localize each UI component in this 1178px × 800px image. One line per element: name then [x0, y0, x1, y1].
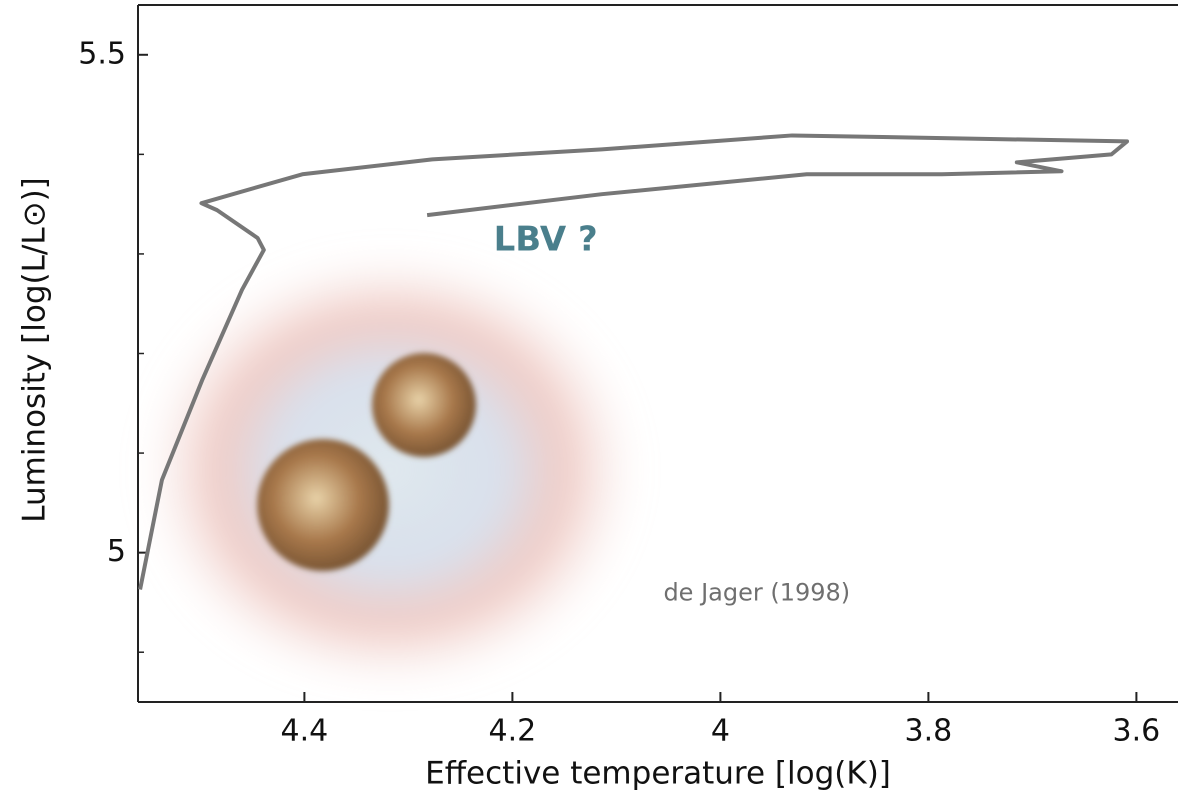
- annotation: LBV ?: [494, 219, 598, 259]
- x-tick-label: 4.4: [281, 714, 329, 749]
- x-tick-label: 3.8: [905, 714, 953, 749]
- y-tick-label: 5: [107, 534, 126, 569]
- x-tick-label: 3.6: [1113, 714, 1161, 749]
- y-axis-label: Luminosity [log(L/L⊙)]: [17, 177, 53, 523]
- x-tick-label: 4.2: [489, 714, 537, 749]
- nebula-illustration: [140, 250, 640, 690]
- y-tick-label: 5.5: [78, 36, 126, 71]
- x-axis-label: Effective temperature [log(K)]: [425, 756, 891, 792]
- x-tick-label: 4: [711, 714, 730, 749]
- track-line: [138, 133, 1130, 590]
- annotation: de Jager (1998): [663, 578, 850, 606]
